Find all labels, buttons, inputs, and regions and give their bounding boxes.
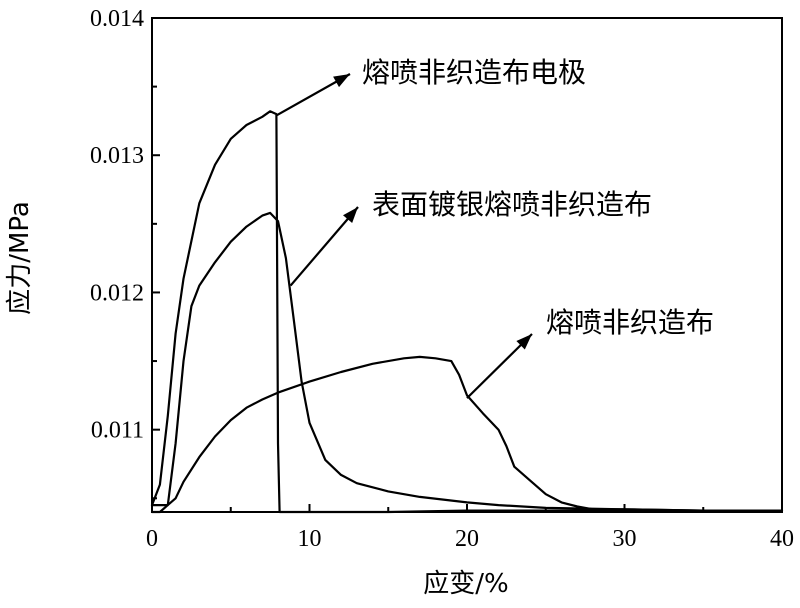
y-tick-label: 0.012 (90, 280, 144, 306)
series-line-1 (150, 110, 784, 514)
x-tick-label: 30 (613, 526, 637, 552)
y-axis-title: 应力/MPa (5, 201, 35, 315)
annotation-arrow (289, 206, 359, 287)
axis-layer: 0 10 20 30 40 0.011 0.012 0.013 0.014 (90, 6, 794, 552)
annotation-arrowhead (516, 334, 532, 350)
x-tick-label: 40 (770, 526, 794, 552)
plot-frame (151, 17, 783, 513)
annotation-label: 熔喷非织造布电极 (362, 56, 586, 89)
annotation-arrowhead (333, 74, 350, 88)
y-tick-label: 0.011 (91, 418, 144, 444)
x-tick-label: 0 (146, 526, 158, 552)
annotation-label: 熔喷非织造布 (546, 306, 714, 339)
x-tick-label: 20 (455, 526, 479, 552)
annotation-label: 表面镀银熔喷非织造布 (372, 188, 652, 221)
y-tick-label: 0.014 (90, 6, 144, 32)
annotation-arrowhead (343, 207, 358, 224)
series-line-2 (150, 211, 784, 514)
x-axis-title: 应变/% (423, 569, 508, 599)
series-line-3 (150, 355, 784, 512)
x-tick-label: 10 (298, 526, 322, 552)
y-tick-label: 0.013 (90, 143, 144, 169)
series-layer (150, 110, 784, 514)
